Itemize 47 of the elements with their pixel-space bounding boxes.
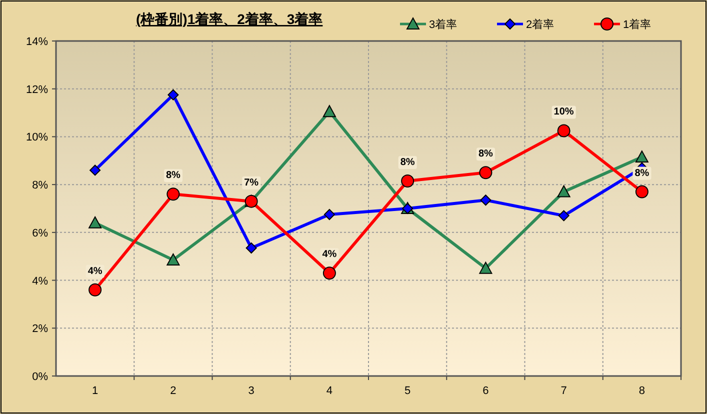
point (324, 208, 335, 220)
point (166, 188, 180, 201)
point (479, 166, 492, 180)
data-label: 8% (166, 170, 181, 182)
x-tick-label: 1 (92, 385, 98, 397)
point (557, 124, 570, 138)
data-label: 7% (244, 177, 259, 188)
point (168, 89, 179, 100)
point (166, 253, 180, 266)
point (558, 210, 570, 222)
x-tick-label: 5 (404, 385, 411, 397)
y-tick-label: 8% (32, 180, 48, 192)
x-tick-label: 4 (326, 385, 332, 397)
point (88, 283, 102, 296)
point (480, 194, 492, 206)
x-tick-label: 7 (560, 385, 567, 397)
y-tick-label: 2% (32, 323, 48, 336)
point (88, 216, 102, 228)
y-tick-label: 4% (32, 275, 48, 288)
y-tick-label: 6% (32, 227, 48, 240)
data-label: 8% (634, 168, 650, 179)
y-tick-label: 14% (26, 36, 48, 48)
data-label: 8% (478, 148, 494, 160)
point (401, 174, 414, 188)
point (322, 266, 336, 280)
point (322, 105, 336, 118)
data-label: 4% (88, 266, 102, 277)
point (479, 262, 492, 274)
legend-label: 2着率 (526, 18, 554, 31)
point (90, 164, 101, 176)
y-tick-label: 10% (26, 132, 48, 144)
x-tick-label: 2 (170, 385, 176, 397)
y-tick-label: 12% (26, 84, 48, 96)
data-label: 10% (554, 106, 574, 118)
x-tick-label: 6 (482, 385, 489, 397)
chart-title: (枠番別)1着率、2着率、3着率 (136, 11, 323, 27)
x-tick-label: 3 (248, 385, 254, 397)
point (557, 185, 570, 198)
point (246, 242, 257, 254)
legend-label: 1着率 (623, 18, 652, 31)
y-tick-label: 0% (32, 371, 48, 383)
legend-label: 3着率 (429, 18, 458, 31)
data-label: 4% (322, 249, 337, 260)
point (635, 185, 648, 198)
x-tick-label: 8 (638, 385, 645, 397)
data-label: 8% (400, 156, 415, 168)
point (635, 150, 648, 163)
